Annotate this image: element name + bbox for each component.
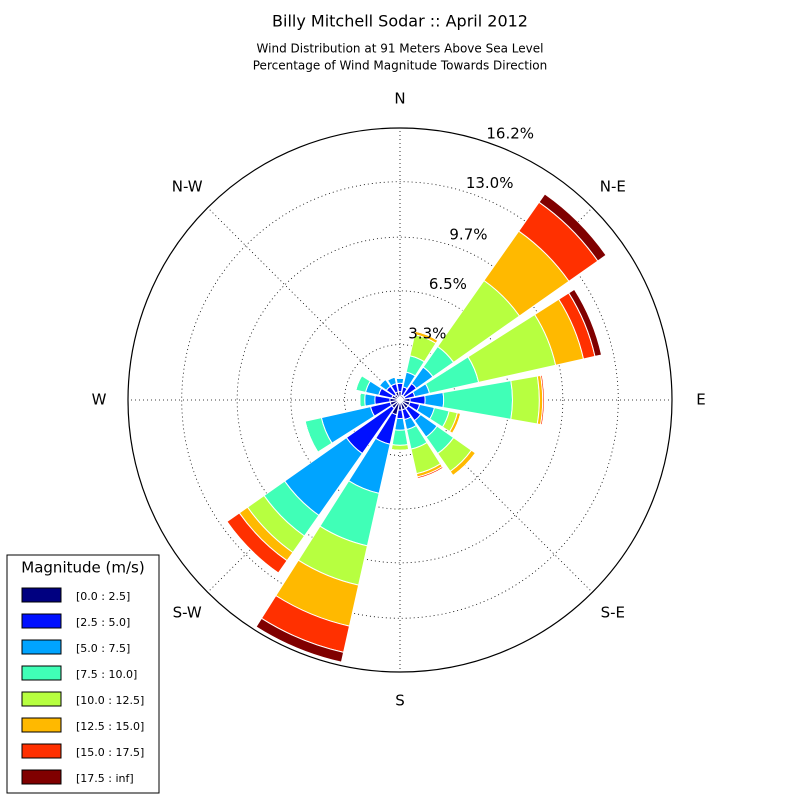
r-tick-label: 6.5% [429,275,467,293]
direction-label: N [394,90,405,108]
legend-label: [0.0 : 2.5] [76,590,130,603]
wedge-segment [396,378,404,383]
legend-label: [5.0 : 7.5] [76,642,130,655]
legend-title: Magnitude (m/s) [21,559,144,577]
direction-label: S-E [601,603,625,621]
direction-label: W [92,391,107,409]
legend-swatch [22,588,61,602]
legend-swatch [22,614,61,628]
direction-label: S-W [173,603,202,621]
direction-label: N-E [600,178,626,196]
wedge-segment [365,394,375,406]
wedge-segment [425,392,444,407]
direction-label: N-W [172,178,203,196]
wedge-segment [360,393,366,407]
legend-swatch [22,770,61,784]
legend-label: [10.0 : 12.5] [76,694,144,707]
wedge-segment [395,418,405,430]
legend-label: [2.5 : 5.0] [76,616,130,629]
legend-swatch [22,666,61,680]
legend-swatch [22,692,61,706]
chart-subtitle: Wind Distribution at 91 Meters Above Sea… [257,42,544,56]
legend-label: [7.5 : 10.0] [76,668,137,681]
legend-swatch [22,640,61,654]
direction-label: E [696,391,705,409]
legend-label: [17.5 : inf] [76,772,134,785]
wedge-segment [392,430,408,446]
r-tick-label: 16.2% [486,124,534,142]
legend: Magnitude (m/s) [0.0 : 2.5] [2.5 : 5.0] [5… [7,555,159,793]
chart-subtitle: Percentage of Wind Magnitude Towards Dir… [253,59,547,73]
wedge-segment [511,376,540,424]
legend-label: [15.0 : 17.5] [76,746,144,759]
r-tick-label: 13.0% [466,174,514,192]
chart-title: Billy Mitchell Sodar :: April 2012 [272,12,528,31]
r-tick-label: 3.3% [408,325,446,343]
legend-label: [12.5 : 15.0] [76,720,144,733]
legend-swatch [22,744,61,758]
r-tick-label: 9.7% [449,225,487,243]
legend-swatch [22,718,61,732]
direction-label: S [395,692,405,710]
